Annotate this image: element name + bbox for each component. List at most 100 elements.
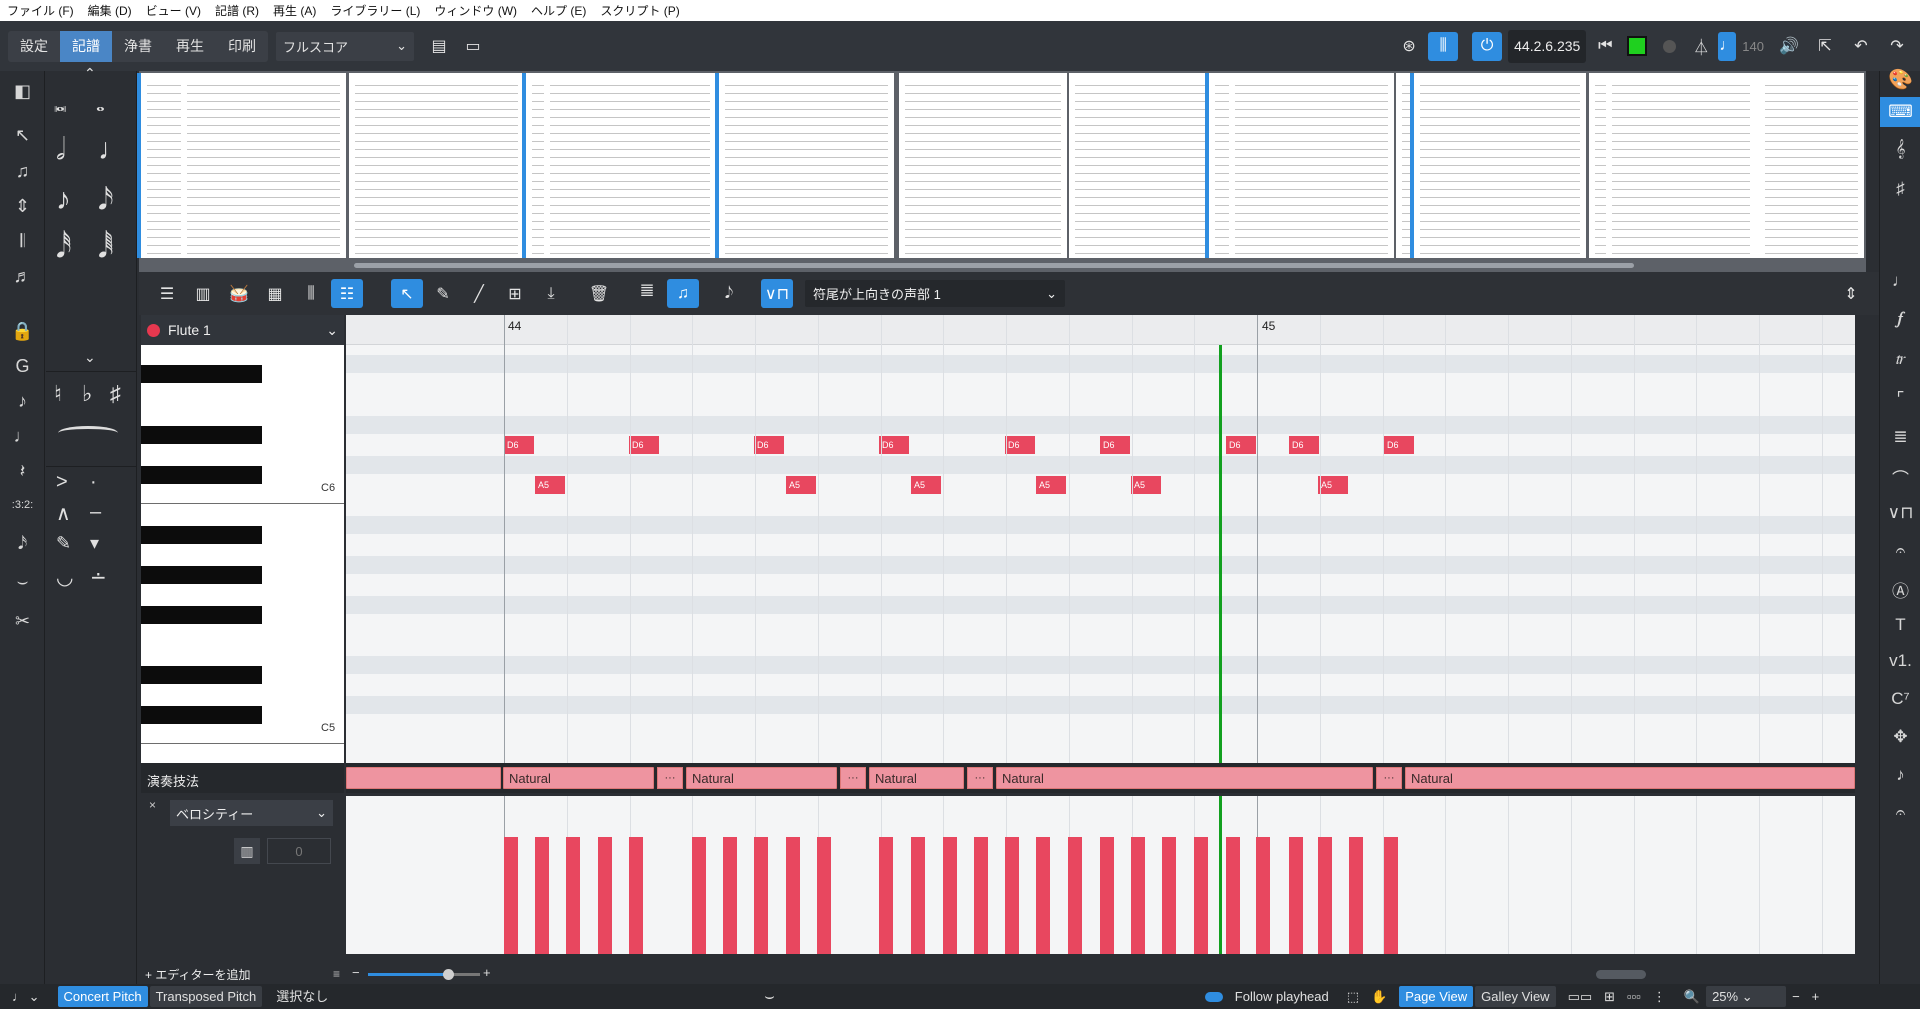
velocity-selector[interactable]: ベロシティー ⌄ [170,800,333,826]
stress-icon[interactable]: ∸ [90,567,107,589]
velocity-bar[interactable] [1289,837,1303,954]
force-duration-icon[interactable]: 𝅘𝅥𝅯 [17,533,28,553]
galley-view-button[interactable]: Galley View [1475,986,1556,1007]
black-key[interactable] [141,666,262,684]
zoom-icon[interactable]: 🔍 [1683,989,1701,1004]
score-page-thumbnail[interactable] [1759,73,1864,258]
mixer-sliders-icon[interactable]: ⫼ [307,284,315,302]
midi-note[interactable]: A5 [1036,476,1066,494]
velocity-bar[interactable] [723,837,737,954]
chord-symbol-icon[interactable]: C⁷ [1891,689,1910,708]
menu-edit[interactable]: 編集 (D) [87,4,132,18]
rewind-icon[interactable]: ⏮ [1598,37,1613,54]
zoom-in-button[interactable]: + [1811,989,1820,1004]
technique-natural[interactable]: Natural [686,767,837,789]
breve-icon[interactable]: 𝅜 [54,91,67,116]
score-page-thumbnail[interactable] [1414,73,1586,258]
slur-tool-icon[interactable] [58,426,118,440]
note-length-icon[interactable]: 𝅘𝅥𝅮 [724,284,734,302]
follow-playhead-toggle[interactable] [1204,991,1223,1002]
black-key[interactable] [141,606,262,624]
velocity-bar[interactable] [817,837,831,954]
zoom-in-icon[interactable]: + [483,965,491,980]
menu-help[interactable]: ヘルプ (E) [531,4,587,18]
technique-natural[interactable]: Natural [503,767,654,789]
voice-selector[interactable]: 符尾が上向きの声部 1 ⌄ [805,280,1065,307]
clef-icon[interactable]: 𝄞 [1895,139,1906,158]
velocity-bar[interactable] [1162,837,1176,954]
technique-more-button[interactable]: ··· [657,767,683,789]
video-icon[interactable]: ⊛ [1402,38,1416,55]
technique-more-button[interactable]: ··· [967,767,993,789]
velocity-bar[interactable] [692,837,706,954]
menu-icon[interactable]: ≡ [332,967,340,981]
spread-icon[interactable]: ▭▭ [1567,989,1593,1004]
sixteenth-note-icon[interactable]: 𝅘𝅥𝅯 [98,183,114,216]
chevron-up-icon[interactable]: ⌃ [84,65,96,81]
midi-note[interactable]: D6 [879,436,909,454]
piano-roll-icon[interactable]: ▥ [195,285,211,303]
velocity-bar[interactable] [754,837,768,954]
repeat-icon[interactable]: ⌜ [1896,389,1905,408]
dynamics-icon[interactable]: 𝆑 [1897,309,1904,328]
grace-note-icon[interactable]: ♩ [13,426,32,446]
velocity-bar[interactable] [879,837,893,954]
rehearsal-mark-icon[interactable]: Ⓐ [1892,582,1909,601]
score-page-thumbnail[interactable] [349,73,524,258]
grid-icon[interactable]: ▦ [267,285,283,303]
list-icon[interactable]: ☰ [159,285,175,303]
score-page-thumbnail[interactable] [899,73,1067,258]
tab-write[interactable]: 記譜 [60,30,112,62]
velocity-bar[interactable] [786,837,800,954]
add-editor-button[interactable]: + エディターを追加 [145,967,251,982]
quarter-note-icon[interactable]: ♩ [98,133,128,166]
wedge-icon[interactable]: ▾ [90,533,100,553]
keyboard-icon[interactable]: ⌨ [1880,97,1920,127]
ornament-icon[interactable]: 𝆖 [1895,349,1906,368]
midi-note[interactable]: D6 [754,436,784,454]
tie-icon[interactable]: G [15,356,30,376]
audio-icon[interactable]: 𝍤 [640,283,654,300]
scissors-icon[interactable]: ✂ [14,611,31,631]
sharp-icon[interactable]: ♯ [110,381,121,406]
key-signature-icon[interactable]: ♯ [1896,179,1905,198]
key-editor-grid[interactable]: 44 45 E6E6E6E6D6D6D6D6D6D6D6D6D6A5A5A5A5… [346,315,1855,763]
menu-play[interactable]: 再生 (A) [273,4,317,18]
score-page-thumbnail[interactable] [181,73,346,258]
chevron-down-icon[interactable]: ⌄ [84,349,96,365]
drum-icon[interactable]: 🥁 [229,285,249,303]
bar-ruler[interactable]: 44 45 [346,315,1855,345]
zoom-slider-track[interactable] [368,973,448,976]
score-page-thumbnail[interactable] [544,73,716,258]
score-page-thumbnails[interactable] [139,71,1866,272]
continuous-icon[interactable]: ▫▫▫ [1627,989,1641,1004]
editor-layout-icon[interactable]: ☷ [331,279,363,308]
line-tool-icon[interactable]: ╱ [474,285,484,303]
velocity-bar[interactable] [598,837,612,954]
sixty-fourth-note-icon[interactable]: 𝅘𝅥𝅱 [98,231,114,264]
add-flow-icon[interactable]: ▤ [431,38,447,55]
zoom-slider-thumb[interactable] [443,969,454,980]
tempo-note-icon[interactable]: ♩ [1718,31,1737,61]
playhead-line[interactable] [1219,345,1222,763]
midi-note[interactable]: A5 [1318,476,1348,494]
black-key[interactable] [141,526,262,544]
zoom-out-icon[interactable]: − [352,965,360,980]
undo-icon[interactable]: ↶ [1854,38,1868,55]
text-icon[interactable]: T [1895,615,1906,634]
playhead-line-velocity[interactable] [1219,796,1222,954]
lyrics-icon[interactable]: v1. [1889,651,1912,670]
marcato-icon[interactable]: ∧ [56,503,71,525]
velocity-bar[interactable] [1036,837,1050,954]
accent-icon[interactable]: > [56,471,68,493]
tenuto-icon[interactable]: – [90,501,102,523]
flat-icon[interactable]: ♭ [82,381,93,406]
technique-more-button[interactable]: ··· [1376,767,1402,789]
quantize-icon[interactable]: ⊞ [508,285,522,303]
midi-note[interactable]: A5 [535,476,565,494]
score-page-thumbnail[interactable] [1069,73,1234,258]
playing-technique-icon[interactable]: ∨⊓ [1887,503,1914,522]
instrument-selector[interactable]: Flute 1 ⌄ [141,315,344,345]
midi-note[interactable]: D6 [1226,436,1256,454]
velocity-bar[interactable] [1005,837,1019,954]
